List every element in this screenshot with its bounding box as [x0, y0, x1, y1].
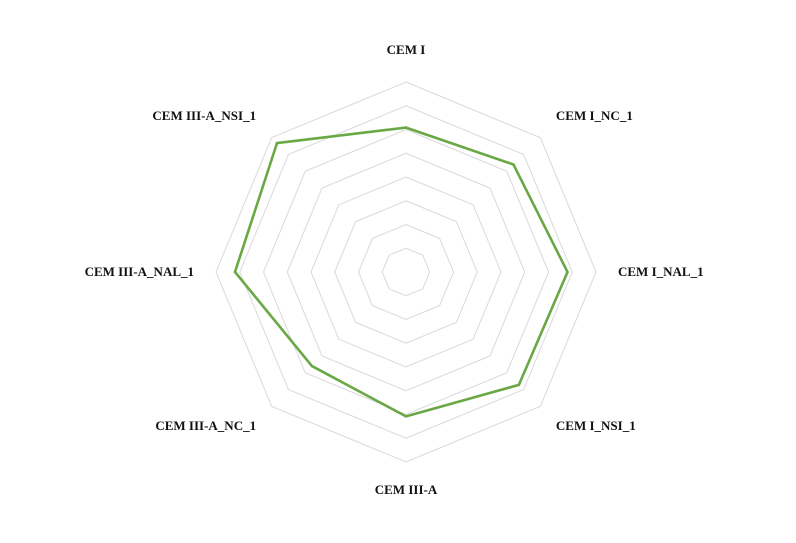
- radar-data-point: [404, 415, 408, 418]
- radar-gridline-ring: [262, 128, 550, 416]
- radar-data-point: [512, 163, 515, 166]
- category-label: CEM I: [387, 42, 426, 57]
- category-label: CEM III-A: [375, 482, 438, 497]
- radar-data-point: [310, 364, 314, 368]
- radar-gridline-ring: [357, 223, 455, 321]
- radar-grid: [215, 81, 597, 463]
- category-label: CEM I_NAL_1: [618, 264, 704, 279]
- category-label: CEM III-A_NC_1: [155, 418, 256, 433]
- category-label: CEM III-A_NSI_1: [152, 108, 256, 123]
- radar-data-point: [404, 126, 408, 129]
- radar-data-point: [275, 141, 279, 145]
- category-label: CEM I_NSI_1: [556, 418, 636, 433]
- radar-series-line: [233, 126, 569, 418]
- category-label: CEM I_NC_1: [556, 108, 633, 123]
- radar-gridline-ring: [334, 200, 478, 344]
- radar-data-point: [233, 270, 237, 274]
- radar-data-point: [517, 383, 521, 387]
- radar-series-layer: [233, 126, 569, 418]
- category-label: CEM III-A_NAL_1: [85, 264, 194, 279]
- radar-gridline-ring: [239, 105, 573, 439]
- radar-gridline-ring: [215, 81, 597, 463]
- radar-gridline-ring: [310, 176, 502, 368]
- radar-category-labels: CEM I CEM I_NC_1 CEM I_NAL_1 CEM I_NSI_1 CEM…: [85, 42, 704, 497]
- radar-gridline-ring: [381, 247, 431, 297]
- radar-data-point: [566, 270, 569, 274]
- radar-gridline-ring: [286, 152, 526, 392]
